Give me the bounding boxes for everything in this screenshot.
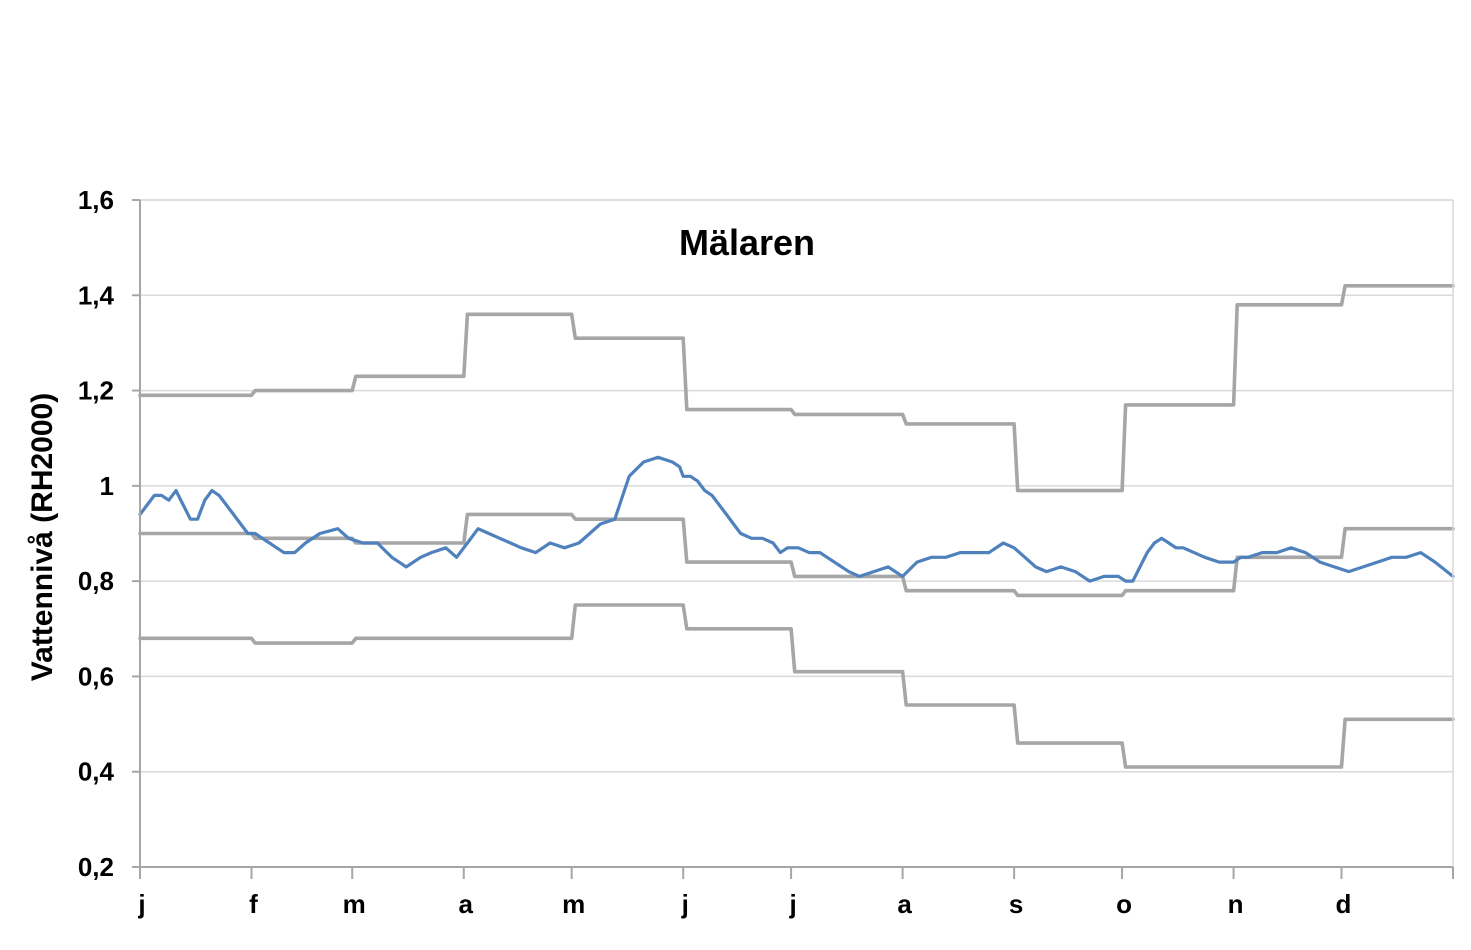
y-tick-label: 0,2 [78,852,114,882]
y-tick-label: 1,6 [78,185,114,215]
axes [132,199,1454,879]
grid-lines [140,199,1453,773]
x-tick-label: a [897,889,912,919]
x-tick-label: a [459,889,474,919]
x-tick-label: m [343,889,366,919]
y-tick-label: 0,6 [78,661,114,691]
reference-level-line [138,603,1455,769]
chart-title: Mälaren [679,222,815,263]
y-tick-label: 0,4 [78,757,115,787]
reference-level-line [138,283,1455,493]
x-tick-label: d [1336,889,1352,919]
x-tick-label: j [788,889,796,919]
y-axis-label: Vattennivå (RH2000) [26,393,59,681]
y-tick-label: 1,4 [78,280,115,310]
x-tick-label: s [1009,889,1023,919]
y-tick-labels: 0,2 0,4 0,6 0,8 1 1,2 1,4 1,6 [78,185,115,882]
series-layer [138,283,1455,769]
x-tick-label: j [137,889,145,919]
observed-level-line [138,455,1455,583]
x-tick-label: o [1116,889,1132,919]
y-tick-label: 0,8 [78,566,114,596]
x-tick-label: m [562,889,585,919]
reference-level-line [138,512,1455,598]
y-tick-label: 1,2 [78,376,114,406]
y-tick-label: 1 [100,471,114,501]
x-tick-label: j [681,889,689,919]
x-tick-label: n [1228,889,1244,919]
x-tick-label: f [249,889,258,919]
